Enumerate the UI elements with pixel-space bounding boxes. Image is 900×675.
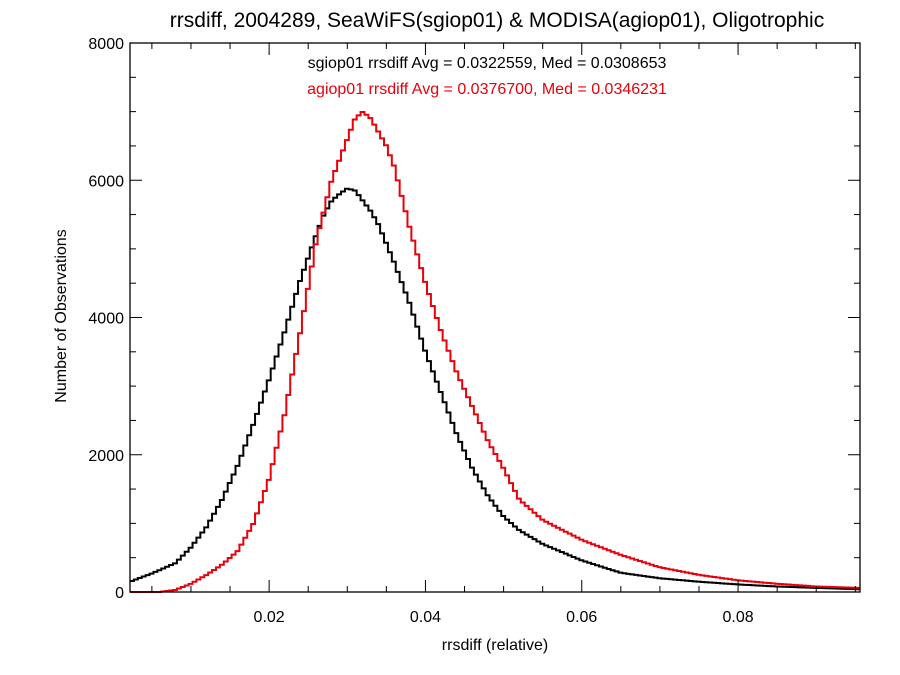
chart-title: rrsdiff, 2004289, SeaWiFS(sgiop01) & MOD… [170,9,824,32]
y-tick-label: 2000 [88,448,124,465]
x-axis-ticks: 0.02 0.04 0.06 0.08 [151,43,856,626]
x-tick-label: 0.06 [566,609,597,626]
series-sgiop01-line [130,187,860,591]
x-tick-label: 0.02 [254,609,285,626]
y-axis-label: Number of Observations [53,229,70,402]
x-tick-label: 0.04 [410,609,441,626]
y-axis-ticks: 0 2000 4000 6000 8000 [88,36,860,602]
y-tick-label: 6000 [88,173,124,190]
series-layer [130,110,860,593]
annotation-sgiop01: sgiop01 rrsdiff Avg = 0.0322559, Med = 0… [308,55,667,72]
y-tick-label: 0 [115,585,124,602]
y-tick-label: 4000 [88,311,124,328]
annotation-agiop01: agiop01 rrsdiff Avg = 0.0376700, Med = 0… [307,81,667,98]
y-tick-label: 8000 [88,36,124,53]
x-axis-label: rrsdiff (relative) [442,637,548,654]
series-agiop01-line [130,110,860,593]
x-tick-label: 0.08 [723,609,754,626]
plot-frame [129,42,861,593]
